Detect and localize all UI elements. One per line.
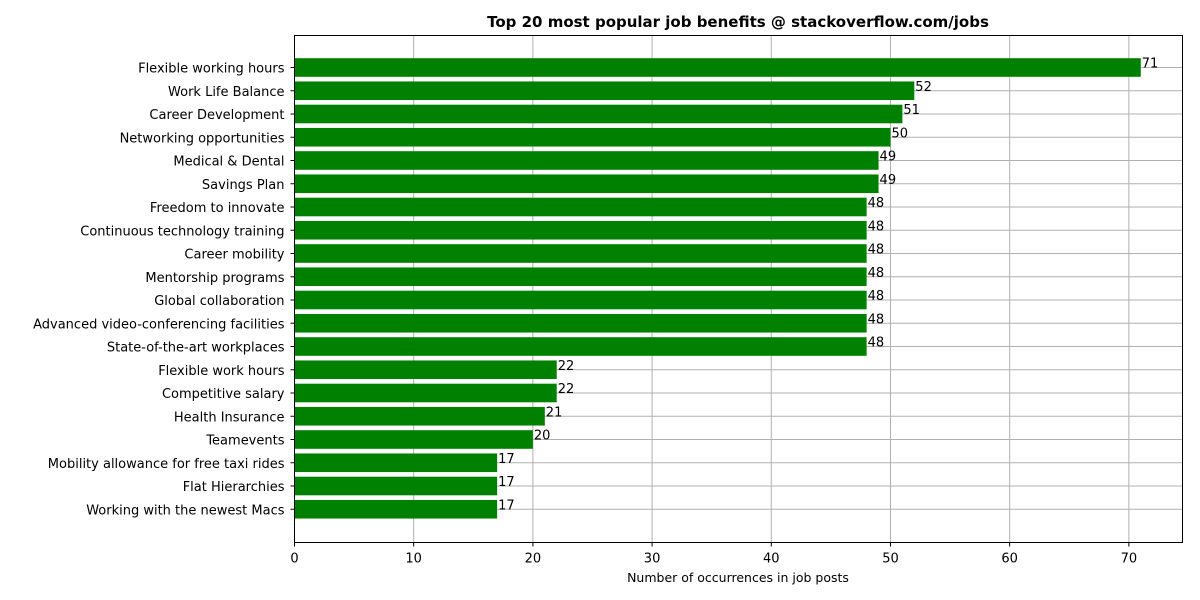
bar bbox=[294, 151, 879, 170]
bar-value-label: 17 bbox=[498, 498, 515, 513]
category-label: Continuous technology training bbox=[80, 224, 284, 239]
category-label: Competitive salary bbox=[162, 387, 285, 402]
bar bbox=[294, 430, 533, 449]
category-label: Freedom to innovate bbox=[150, 201, 285, 216]
bar bbox=[294, 267, 867, 287]
category-label: Flexible work hours bbox=[158, 364, 285, 379]
bars bbox=[294, 58, 1141, 519]
bar bbox=[294, 81, 915, 101]
bar-value-label: 48 bbox=[868, 219, 885, 234]
category-label: Global collaboration bbox=[154, 294, 284, 309]
bar bbox=[294, 453, 498, 473]
category-label: Career Development bbox=[149, 108, 284, 123]
x-tick-label: 40 bbox=[763, 552, 780, 567]
bar bbox=[294, 406, 545, 426]
bar bbox=[294, 244, 867, 263]
category-label: Teamevents bbox=[205, 434, 284, 449]
category-label: Work Life Balance bbox=[168, 85, 284, 100]
category-label: Medical & Dental bbox=[173, 155, 284, 170]
bar bbox=[294, 220, 867, 240]
bar bbox=[294, 197, 867, 217]
bar bbox=[294, 290, 867, 310]
bar-value-label: 48 bbox=[868, 196, 885, 211]
x-axis-label: Number of occurrences in job posts bbox=[627, 570, 849, 585]
bar-value-label: 22 bbox=[558, 382, 575, 397]
bar bbox=[294, 58, 1141, 77]
x-axis-ticks: 0 10 20 30 40 50 60 70 bbox=[290, 542, 1138, 567]
bar-value-label: 48 bbox=[868, 266, 885, 281]
x-tick-label: 30 bbox=[644, 552, 661, 567]
bar bbox=[294, 360, 557, 380]
category-label: Advanced video-conferencing facilities bbox=[33, 317, 285, 332]
bar bbox=[294, 383, 557, 403]
bar-value-label: 52 bbox=[915, 80, 932, 95]
chart-title: Top 20 most popular job benefits @ stack… bbox=[487, 13, 989, 31]
bar-value-label: 22 bbox=[558, 359, 575, 374]
category-label: Career mobility bbox=[184, 248, 284, 263]
category-label: Health Insurance bbox=[174, 410, 285, 425]
bar bbox=[294, 476, 498, 496]
bar-value-label: 48 bbox=[868, 312, 885, 327]
bar-value-label: 50 bbox=[891, 126, 908, 141]
bar-value-label: 48 bbox=[868, 289, 885, 304]
category-label: Networking opportunities bbox=[120, 131, 285, 146]
x-tick-label: 10 bbox=[405, 552, 422, 567]
bar-value-label: 48 bbox=[868, 336, 885, 351]
bar-value-label: 20 bbox=[534, 429, 551, 444]
bar bbox=[294, 337, 867, 356]
bar bbox=[294, 313, 867, 333]
bar-value-label: 71 bbox=[1142, 57, 1159, 72]
bar-value-label: 49 bbox=[880, 173, 897, 188]
category-label: Savings Plan bbox=[202, 178, 285, 193]
x-tick-label: 0 bbox=[290, 552, 298, 567]
x-tick-label: 70 bbox=[1121, 552, 1138, 567]
bar-value-label: 49 bbox=[880, 150, 897, 165]
bar bbox=[294, 104, 903, 124]
x-tick-label: 20 bbox=[525, 552, 542, 567]
category-label: Flexible working hours bbox=[138, 62, 285, 77]
y-axis-ticks: Flexible working hours Work Life Balance C… bbox=[33, 62, 295, 518]
category-label: Flat Hierarchies bbox=[183, 480, 285, 495]
bar-value-label: 17 bbox=[498, 452, 515, 467]
x-tick-label: 60 bbox=[1001, 552, 1018, 567]
category-label: State-of-the-art workplaces bbox=[107, 341, 285, 356]
category-label: Working with the newest Macs bbox=[86, 503, 285, 518]
plot-frame bbox=[294, 35, 1183, 543]
category-label: Mobility allowance for free taxi rides bbox=[48, 457, 285, 472]
bar-value-label: 51 bbox=[903, 103, 920, 118]
bar-value-label: 17 bbox=[498, 475, 515, 490]
x-tick-label: 50 bbox=[882, 552, 899, 567]
bar bbox=[294, 174, 879, 194]
bar-value-label: 48 bbox=[868, 243, 885, 258]
bar-value-label: 21 bbox=[546, 405, 563, 420]
data-labels: 71 52 51 50 49 49 48 48 48 48 48 48 48 22 22 21 20 17 17 17 bbox=[498, 57, 1158, 514]
category-label: Mentorship programs bbox=[145, 271, 284, 286]
bar bbox=[294, 499, 498, 519]
bar bbox=[294, 127, 891, 147]
